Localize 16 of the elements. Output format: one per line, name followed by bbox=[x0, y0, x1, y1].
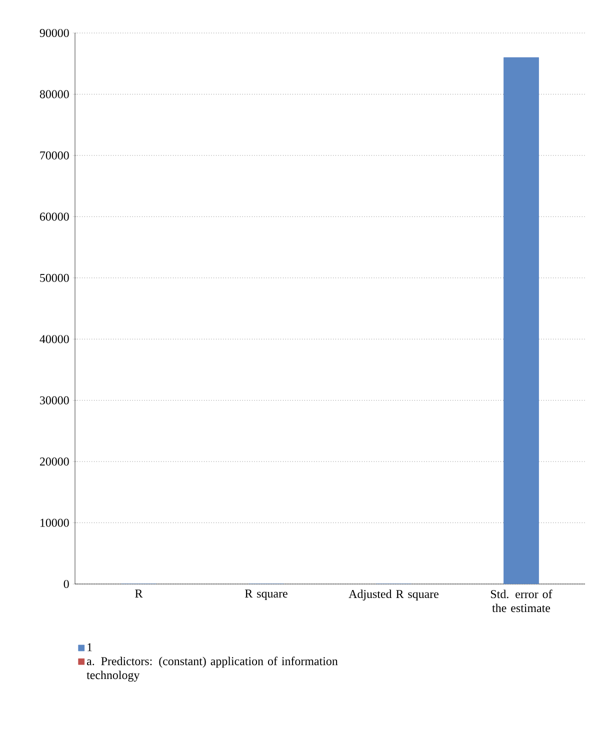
x-tick-label: Adjusted R square bbox=[348, 590, 438, 600]
y-tick-label: 10000 bbox=[40, 518, 69, 527]
y-tick-label: 0 bbox=[64, 580, 69, 588]
legend-label: 1 bbox=[88, 643, 92, 652]
y-tick-label: 30000 bbox=[40, 396, 69, 404]
y-tick-label: 20000 bbox=[40, 458, 69, 466]
y-tick-label: 90000 bbox=[40, 28, 69, 38]
x-tick-label: Std. error of the estimate bbox=[491, 590, 552, 612]
x-tick-label: R square bbox=[245, 590, 288, 600]
y-tick-label: 70000 bbox=[40, 151, 69, 160]
y-tick-label: 60000 bbox=[40, 212, 69, 221]
legend-label: a. Predictors: (constant) application of information technology bbox=[86, 656, 338, 682]
y-tick-label: 80000 bbox=[40, 90, 69, 98]
y-tick-label: 40000 bbox=[40, 335, 69, 344]
x-tick-label: R bbox=[135, 590, 143, 598]
y-tick-label: 50000 bbox=[40, 274, 69, 282]
